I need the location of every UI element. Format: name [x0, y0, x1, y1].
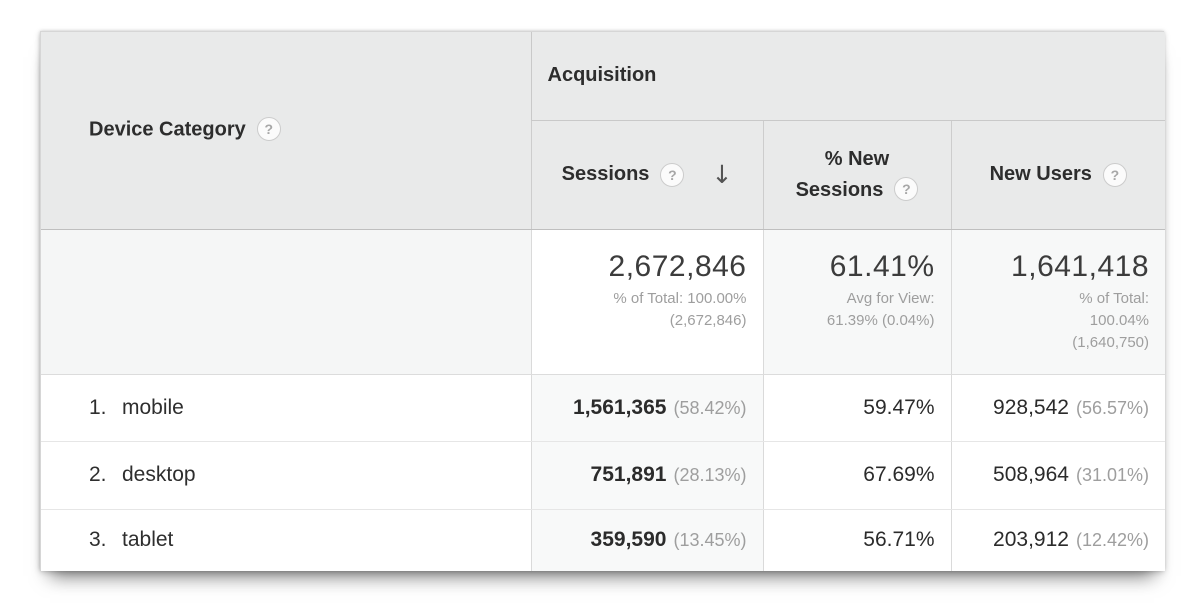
new-sessions-cell: 56.71% [762, 509, 951, 571]
new-sessions-value: 56.71% [863, 528, 935, 552]
new-sessions-avg-subtext: Avg for View: [846, 289, 935, 307]
sessions-percent: (28.13%) [673, 465, 747, 485]
new-users-percent: (31.01%) [1075, 465, 1150, 485]
sessions-percent: (13.45%) [673, 530, 747, 551]
question-mark-glyph: ? [264, 121, 274, 138]
sessions-value: 359,590 [590, 528, 667, 552]
sessions-cell: 1,561,365 (58.42%) [530, 374, 763, 442]
question-mark-glyph: ? [902, 180, 911, 197]
summary-dimension-cell [41, 229, 531, 375]
group-header-row: Device Category? Acquisition [41, 32, 1166, 230]
sessions-header-label: Sessions [561, 163, 650, 185]
new-sessions-value: 59.47% [863, 395, 935, 419]
new-sessions-value: 67.69% [863, 463, 935, 486]
column-header-percent-new-sessions[interactable]: % New Sessions? [762, 120, 951, 230]
new-users-cell: 203,912 (12.42%) [950, 509, 1166, 571]
dimension-cell: 1. mobile [41, 374, 531, 442]
new-users-value: 508,964 [993, 463, 1069, 486]
summary-sessions-cell: 2,672,846 % of Total: 100.00% (2,672,846… [530, 229, 763, 375]
new-users-cell: 508,964 (31.01%) [950, 441, 1166, 510]
sessions-value: 1,561,365 [573, 395, 667, 419]
question-mark-glyph: ? [668, 166, 677, 183]
sessions-total-value: 2,672,846 [608, 249, 747, 283]
new-users-total-value: 1,641,418 [1011, 249, 1150, 283]
table-row-tablet: 3. tablet 359,590 (13.45%) 56.71% 203,912 (… [41, 509, 1166, 571]
new-users-percent: (12.42%) [1075, 530, 1150, 551]
summary-new-users-cell: 1,641,418 % of Total: 100.04% (1,640,750… [950, 229, 1166, 375]
help-icon[interactable]: ? [256, 117, 281, 142]
new-users-total-subtext2: 100.04% [1089, 311, 1150, 329]
metric-header-row: Sessions ? ↓ % New Sessions? New Users ? [41, 120, 1166, 230]
sessions-cell: 751,891 (28.13%) [530, 441, 763, 510]
new-users-percent: (56.57%) [1075, 397, 1150, 418]
sessions-total-subtext2: (2,672,846) [669, 311, 747, 329]
sessions-cell: 359,590 (13.45%) [530, 509, 763, 571]
dimension-cell: 2. desktop [41, 441, 531, 510]
device-value-mobile[interactable]: mobile [122, 395, 184, 419]
new-sessions-cell: 67.69% [762, 441, 951, 510]
table-row-mobile: 1. mobile 1,561,365 (58.42%) 59.47% 928,54… [41, 374, 1166, 442]
device-category-label: Device Category [89, 118, 246, 141]
column-header-sessions[interactable]: Sessions ? ↓ [530, 120, 763, 230]
sessions-total-subtext: % of Total: 100.00% [613, 289, 747, 307]
summary-totals-row: 2,672,846 % of Total: 100.00% (2,672,846… [41, 229, 1166, 375]
new-users-total-subtext3: (1,640,750) [1072, 333, 1150, 351]
row-rank: 3. [89, 528, 107, 552]
help-icon[interactable]: ? [1102, 162, 1127, 187]
sort-descending-icon[interactable]: ↓ [711, 159, 733, 189]
new-users-cell: 928,542 (56.57%) [950, 374, 1166, 442]
row-rank: 1. [89, 395, 107, 419]
dimension-cell: 3. tablet [41, 509, 531, 571]
new-users-total-subtext: % of Total: [1079, 289, 1150, 307]
new-users-value: 928,542 [993, 395, 1069, 419]
column-header-device-category: Device Category? [41, 32, 531, 230]
help-icon[interactable]: ? [894, 177, 919, 202]
new-sessions-cell: 59.47% [762, 374, 951, 442]
percent-new-sessions-label-line2: Sessions [795, 178, 884, 201]
sessions-percent: (58.42%) [673, 397, 747, 418]
row-rank: 2. [89, 463, 107, 486]
sessions-value: 751,891 [590, 463, 667, 486]
new-users-header-label: New Users [989, 163, 1092, 185]
help-icon[interactable]: ? [660, 162, 685, 187]
analytics-table-card: Device Category? Acquisition Sessions ? … [40, 31, 1166, 571]
new-sessions-avg-value: 61.41% [829, 249, 935, 283]
metric-group-header-acquisition: Acquisition [530, 32, 1166, 121]
column-header-new-users[interactable]: New Users ? [950, 120, 1166, 230]
percent-new-sessions-label-line1: % New [824, 147, 890, 170]
acquisition-label: Acquisition [547, 64, 657, 87]
table-row-desktop: 2. desktop 751,891 (28.13%) 67.69% 508,964… [41, 441, 1166, 510]
question-mark-glyph: ? [1110, 166, 1120, 183]
device-value-tablet[interactable]: tablet [122, 528, 174, 552]
summary-new-sessions-cell: 61.41% Avg for View: 61.39% (0.04%) [762, 229, 951, 375]
device-category-table: Device Category? Acquisition Sessions ? … [41, 32, 1166, 571]
device-value-desktop[interactable]: desktop [122, 463, 196, 486]
new-users-value: 203,912 [993, 528, 1069, 552]
new-sessions-avg-subtext2: 61.39% (0.04%) [826, 311, 935, 329]
